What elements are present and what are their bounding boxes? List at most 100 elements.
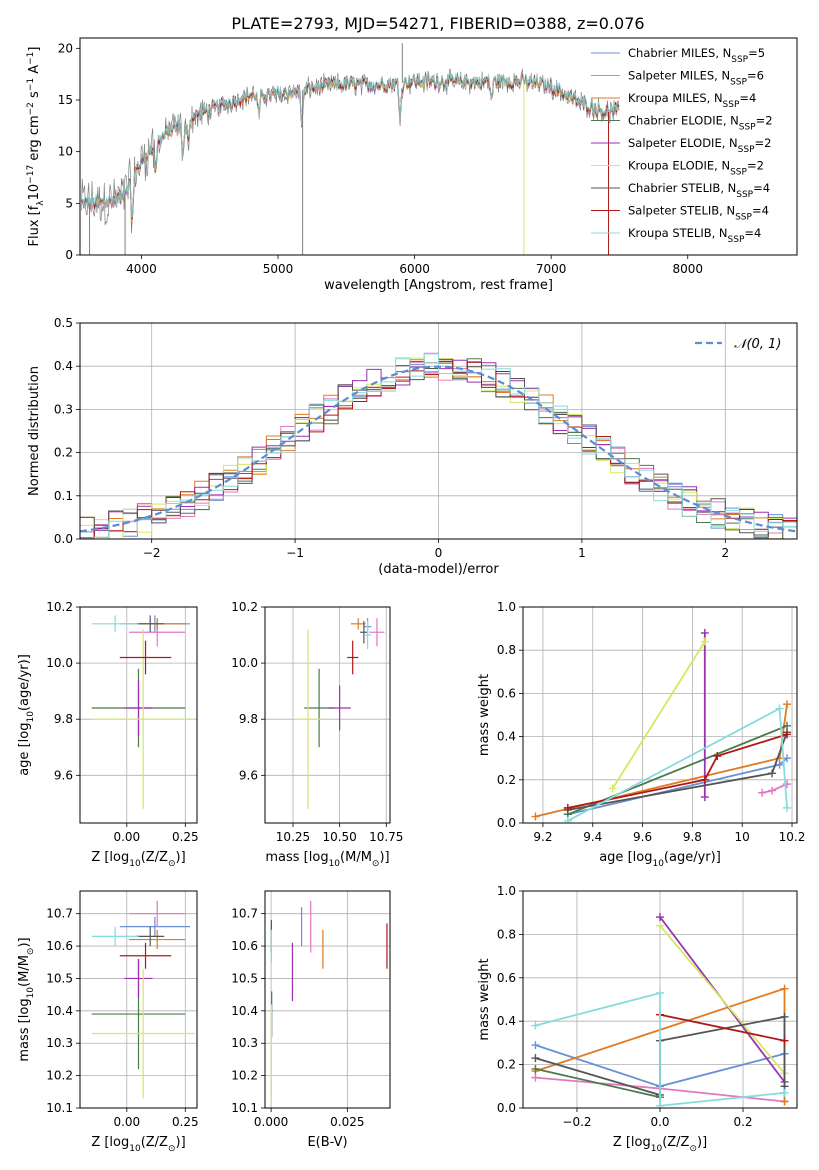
label-part: Salpeter ELODIE, N xyxy=(628,136,738,150)
x-axis-label: Z [log10(Z/Z⊙)] xyxy=(613,1135,707,1154)
label-part: 0.3 xyxy=(54,402,73,416)
data-point xyxy=(119,916,190,937)
y-tick-label: 15 xyxy=(58,93,73,107)
label-part: SSP xyxy=(736,190,753,200)
label-part: 10.50 xyxy=(322,830,356,844)
label-part: )] xyxy=(697,1135,707,1150)
y-tick-label: 0.6 xyxy=(497,686,516,700)
x-axis-label: wavelength [Angstrom, rest frame] xyxy=(324,278,553,293)
panel-mass-vs-z: 0.00 0.25 10.1 10.2 10.3 10.4 10.5 10.6 10.7 Z [l… xyxy=(17,890,199,1154)
label-part: 10 xyxy=(26,987,36,999)
y-tick-label: 0.2 xyxy=(54,446,73,460)
series-line xyxy=(531,700,792,821)
x-axis-label: age [log10(age/yr)] xyxy=(599,850,721,869)
x-axis-label: Z [log10(Z/Z⊙)] xyxy=(91,850,185,869)
label-part: 10 xyxy=(129,1144,141,1154)
series-marker xyxy=(783,754,792,763)
label-part: 6000 xyxy=(399,262,430,276)
label-part: 0.2 xyxy=(497,1058,516,1072)
y-tick-label: 0.0 xyxy=(54,532,73,546)
label-part: 10.2 xyxy=(46,600,73,614)
label-part: 10.2 xyxy=(231,1069,258,1083)
label-part: 0.2 xyxy=(497,773,516,787)
label-part: −0.2 xyxy=(562,1115,591,1129)
label-part: 9.2 xyxy=(533,830,552,844)
y-tick-label: 10.7 xyxy=(46,907,73,921)
data-point xyxy=(91,926,139,947)
label-part: 10.7 xyxy=(46,907,73,921)
label-part: Z [log xyxy=(91,1135,129,1150)
model-spectrum xyxy=(80,72,620,219)
axes-frame xyxy=(79,606,198,824)
legend-label: Salpeter STELIB, NSSP=4 xyxy=(628,204,769,223)
legend-label: Kroupa STELIB, NSSP=4 xyxy=(628,226,761,245)
data-point xyxy=(119,942,172,969)
label-part: mass [log xyxy=(265,850,328,865)
label-part: 10 xyxy=(652,859,664,869)
data-point xyxy=(369,618,385,647)
model-spectrum xyxy=(80,72,620,218)
x-tick-label: 10.2 xyxy=(779,830,806,844)
y-tick-label: 0.5 xyxy=(54,316,73,330)
x-tick-label: 0.025 xyxy=(330,1115,364,1129)
label-part: 10.5 xyxy=(231,971,258,985)
label-part: Kroupa MILES, N xyxy=(628,91,723,105)
y-tick-label: 9.8 xyxy=(54,712,73,726)
x-tick-label: 0.000 xyxy=(254,1115,288,1129)
label-part: 10.4 xyxy=(46,1004,73,1018)
series-line xyxy=(531,1064,664,1102)
legend-label: Chabrier MILES, NSSP=5 xyxy=(628,46,765,65)
series-marker xyxy=(656,913,664,922)
label-part: 10.2 xyxy=(46,1069,73,1083)
label-part: Chabrier ELODIE, N xyxy=(628,114,739,128)
label-part: 1 xyxy=(578,546,586,560)
series-line xyxy=(531,988,789,1108)
label-part: =4 xyxy=(739,91,756,105)
model-spectrum xyxy=(80,74,620,222)
label-part: =2 xyxy=(747,159,764,173)
label-part: wavelength [Angstrom, rest frame] xyxy=(324,278,553,293)
series-marker xyxy=(768,769,777,778)
label-part: =4 xyxy=(752,204,769,218)
label-part: mass weight xyxy=(477,674,492,756)
label-part: 1.0 xyxy=(497,884,516,898)
label-part: 9.8 xyxy=(239,712,258,726)
label-part: SSP xyxy=(735,213,752,223)
observed-spectrum xyxy=(81,68,620,234)
label-part: −2 xyxy=(143,546,161,560)
y-tick-label: 1.0 xyxy=(497,600,516,614)
y-tick-label: 10.7 xyxy=(231,907,258,921)
series-marker xyxy=(531,812,540,821)
y-tick-label: 0.0 xyxy=(497,816,516,830)
label-part: 5000 xyxy=(263,262,294,276)
label-part: =2 xyxy=(756,114,773,128)
label-part: (Z/Z xyxy=(141,1135,168,1150)
series-marker xyxy=(531,1041,540,1050)
x-tick-label: 0.0 xyxy=(650,1115,669,1129)
x-tick-label: 1 xyxy=(578,546,586,560)
y-axis-label: mass [log10(M/M⊙)] xyxy=(17,937,36,1061)
x-tick-label: 6000 xyxy=(399,262,430,276)
label-part: ] xyxy=(27,47,42,52)
x-tick-label: 0.2 xyxy=(733,1115,752,1129)
series-marker xyxy=(758,788,767,797)
label-part: 10 xyxy=(651,1144,663,1154)
legend-label: 𝒩(0, 1) xyxy=(734,337,781,352)
data-point xyxy=(136,926,165,947)
axes-frame xyxy=(264,606,391,824)
y-tick-label: 0.4 xyxy=(54,359,73,373)
label-part: (M/M xyxy=(340,850,372,865)
x-tick-label: 10 xyxy=(735,830,750,844)
label-part: Kroupa ELODIE, N xyxy=(628,159,730,173)
y-tick-label: 10.4 xyxy=(46,1004,73,1018)
label-part: 0 xyxy=(435,546,443,560)
series-marker xyxy=(780,1036,789,1045)
plot-area xyxy=(91,615,195,809)
series-marker xyxy=(700,775,709,784)
label-part: 0.8 xyxy=(497,643,516,657)
label-part: )] xyxy=(176,1135,186,1150)
y-tick-label: 10.6 xyxy=(46,939,73,953)
label-part: 1.0 xyxy=(497,600,516,614)
y-tick-label: 10 xyxy=(58,145,73,159)
label-part: 0.5 xyxy=(54,316,73,330)
